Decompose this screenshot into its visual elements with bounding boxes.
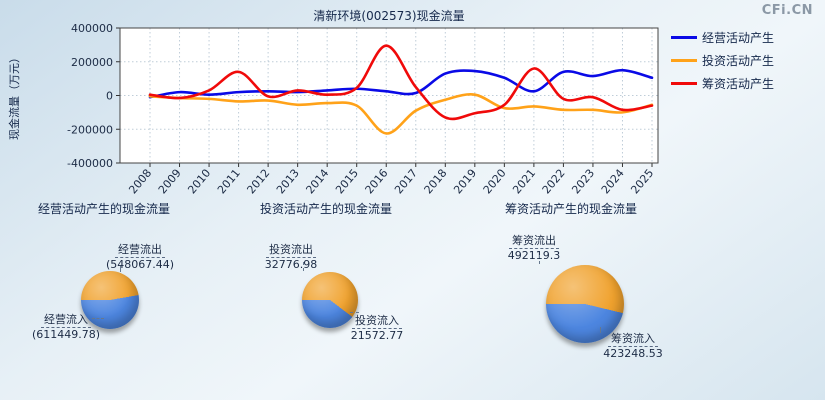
callout-label: 筹资流出 xyxy=(509,234,559,249)
operating-pie-title: 经营活动产生的现金流量 xyxy=(38,202,171,216)
svg-text:2020: 2020 xyxy=(481,167,509,197)
callout-value: 492119.3 xyxy=(507,249,561,262)
svg-text:-200000: -200000 xyxy=(67,123,113,136)
financing-pie-title: 筹资活动产生的现金流量 xyxy=(505,202,638,216)
leader-line xyxy=(120,266,121,272)
investing-pie xyxy=(302,272,358,328)
callout-value: 21572.77 xyxy=(350,329,404,342)
callout-value: (611449.78) xyxy=(31,328,101,341)
callout-label: 经营流出 xyxy=(115,243,165,258)
legend-label: 经营活动产生 xyxy=(702,30,775,45)
svg-text:2013: 2013 xyxy=(274,167,302,197)
svg-text:2024: 2024 xyxy=(599,167,627,197)
svg-text:200000: 200000 xyxy=(71,56,113,69)
callout-label: 投资流出 xyxy=(266,243,316,258)
financing-line-swatch xyxy=(671,81,697,85)
svg-text:2017: 2017 xyxy=(392,167,420,197)
leader-line xyxy=(92,318,104,319)
leader-line xyxy=(350,312,359,313)
cashflow-line-chart: 2008 2009 2010 2011 2012 2013 2014 2015 2016 2017… xyxy=(67,22,659,197)
svg-text:2025: 2025 xyxy=(628,167,656,197)
legend-label: 投资活动产生 xyxy=(702,53,775,68)
svg-text:400000: 400000 xyxy=(71,22,113,35)
svg-text:2016: 2016 xyxy=(363,167,391,197)
investing-inflow-callout: 投资流入 21572.77 xyxy=(338,314,416,342)
financing-inflow-callout: 筹资流入 423248.53 xyxy=(586,332,680,360)
investing-line-swatch xyxy=(671,58,697,62)
svg-text:2008: 2008 xyxy=(126,167,154,197)
svg-text:2011: 2011 xyxy=(215,167,243,197)
svg-text:2009: 2009 xyxy=(156,167,184,197)
operating-line-swatch xyxy=(671,35,697,39)
svg-text:2012: 2012 xyxy=(244,167,272,197)
leader-line xyxy=(539,255,540,264)
svg-text:2021: 2021 xyxy=(510,167,538,197)
svg-text:0: 0 xyxy=(106,90,113,103)
legend-label: 筹资活动产生 xyxy=(702,76,775,91)
operating-pie xyxy=(81,271,139,329)
investing-pie-title: 投资活动产生的现金流量 xyxy=(260,202,393,216)
svg-text:2010: 2010 xyxy=(185,167,213,197)
legend-item-investing: 投资活动产生 xyxy=(671,53,775,68)
leader-line xyxy=(303,262,304,271)
callout-value: 423248.53 xyxy=(603,347,663,360)
investing-outflow-callout: 投资流出 32776.98 xyxy=(252,243,330,271)
financing-outflow-callout: 筹资流出 492119.3 xyxy=(492,234,576,262)
svg-text:2018: 2018 xyxy=(422,167,450,197)
legend-item-operating: 经营活动产生 xyxy=(671,30,775,45)
callout-label: 筹资流入 xyxy=(608,332,658,347)
callout-label: 经营流入 xyxy=(41,313,91,328)
chart-title: 清新环境(002573)现金流量 xyxy=(313,9,465,23)
svg-text:2015: 2015 xyxy=(333,167,361,197)
callout-value: 32776.98 xyxy=(264,258,318,271)
svg-text:2022: 2022 xyxy=(540,167,568,197)
chart-legend: 经营活动产生 投资活动产生 筹资活动产生 xyxy=(671,30,774,99)
leader-line xyxy=(600,327,601,333)
svg-text:-400000: -400000 xyxy=(67,157,113,170)
svg-text:2023: 2023 xyxy=(569,167,597,197)
cfi-cn-logo: CFi.CN xyxy=(761,3,813,18)
svg-text:2019: 2019 xyxy=(451,167,479,197)
operating-outflow-callout: 经营流出 (548067.44) xyxy=(103,243,177,271)
legend-item-financing: 筹资活动产生 xyxy=(671,76,775,91)
callout-value: (548067.44) xyxy=(105,258,175,271)
svg-text:2014: 2014 xyxy=(304,167,332,197)
financing-pie xyxy=(546,265,624,343)
operating-inflow-callout: 经营流入 (611449.78) xyxy=(26,313,106,341)
callout-label: 投资流入 xyxy=(352,314,402,329)
